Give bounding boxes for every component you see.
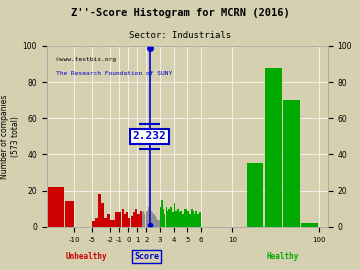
- Bar: [111, 220, 114, 227]
- Bar: [155, 216, 156, 227]
- Bar: [156, 218, 157, 227]
- Bar: [182, 214, 184, 227]
- Bar: [167, 211, 168, 227]
- Bar: [48, 187, 64, 227]
- Bar: [179, 212, 180, 227]
- Bar: [122, 209, 124, 227]
- Text: 2.232: 2.232: [133, 131, 166, 141]
- Bar: [191, 209, 193, 227]
- Bar: [138, 214, 140, 227]
- Text: Unhealthy: Unhealthy: [66, 252, 108, 261]
- Bar: [193, 211, 194, 227]
- Bar: [152, 212, 153, 227]
- Bar: [129, 218, 130, 227]
- Text: Healthy: Healthy: [266, 252, 298, 261]
- Bar: [115, 212, 119, 227]
- Bar: [148, 207, 149, 227]
- Bar: [301, 223, 318, 227]
- Bar: [149, 209, 150, 227]
- Bar: [166, 207, 167, 227]
- Text: ©www.textbiz.org: ©www.textbiz.org: [56, 57, 116, 62]
- Bar: [186, 209, 187, 227]
- Bar: [195, 211, 197, 227]
- Bar: [180, 211, 182, 227]
- Bar: [145, 209, 147, 227]
- Text: Sector: Industrials: Sector: Industrials: [129, 31, 231, 40]
- Bar: [140, 211, 142, 227]
- Text: Z''-Score Histogram for MCRN (2016): Z''-Score Histogram for MCRN (2016): [71, 8, 289, 18]
- Bar: [133, 212, 135, 227]
- Text: Score: Score: [134, 252, 159, 261]
- Bar: [187, 211, 189, 227]
- Bar: [168, 209, 170, 227]
- Bar: [142, 212, 143, 227]
- Bar: [283, 100, 300, 227]
- Bar: [170, 207, 172, 227]
- Bar: [164, 214, 165, 227]
- Bar: [92, 221, 95, 227]
- Bar: [143, 211, 144, 227]
- Text: The Research Foundation of SUNY: The Research Foundation of SUNY: [56, 71, 172, 76]
- Bar: [101, 203, 104, 227]
- Bar: [98, 194, 101, 227]
- Bar: [177, 209, 179, 227]
- Bar: [199, 212, 201, 227]
- Bar: [160, 207, 161, 227]
- Bar: [135, 209, 137, 227]
- Bar: [198, 214, 199, 227]
- Bar: [247, 163, 264, 227]
- Bar: [172, 212, 174, 227]
- Bar: [124, 214, 126, 227]
- Bar: [150, 211, 152, 227]
- Bar: [144, 214, 145, 227]
- Bar: [104, 218, 107, 227]
- Bar: [163, 209, 164, 227]
- Bar: [65, 201, 73, 227]
- Bar: [95, 218, 98, 227]
- Bar: [157, 220, 160, 227]
- Bar: [194, 214, 195, 227]
- Bar: [126, 212, 128, 227]
- Bar: [265, 68, 282, 227]
- Y-axis label: Number of companies
(573 total): Number of companies (573 total): [0, 94, 20, 178]
- Bar: [131, 216, 133, 227]
- Bar: [153, 214, 154, 227]
- Bar: [184, 209, 186, 227]
- Bar: [175, 211, 177, 227]
- Bar: [147, 211, 148, 227]
- Bar: [189, 214, 190, 227]
- Bar: [120, 212, 121, 227]
- Bar: [107, 214, 110, 227]
- Bar: [161, 200, 163, 227]
- Bar: [174, 203, 175, 227]
